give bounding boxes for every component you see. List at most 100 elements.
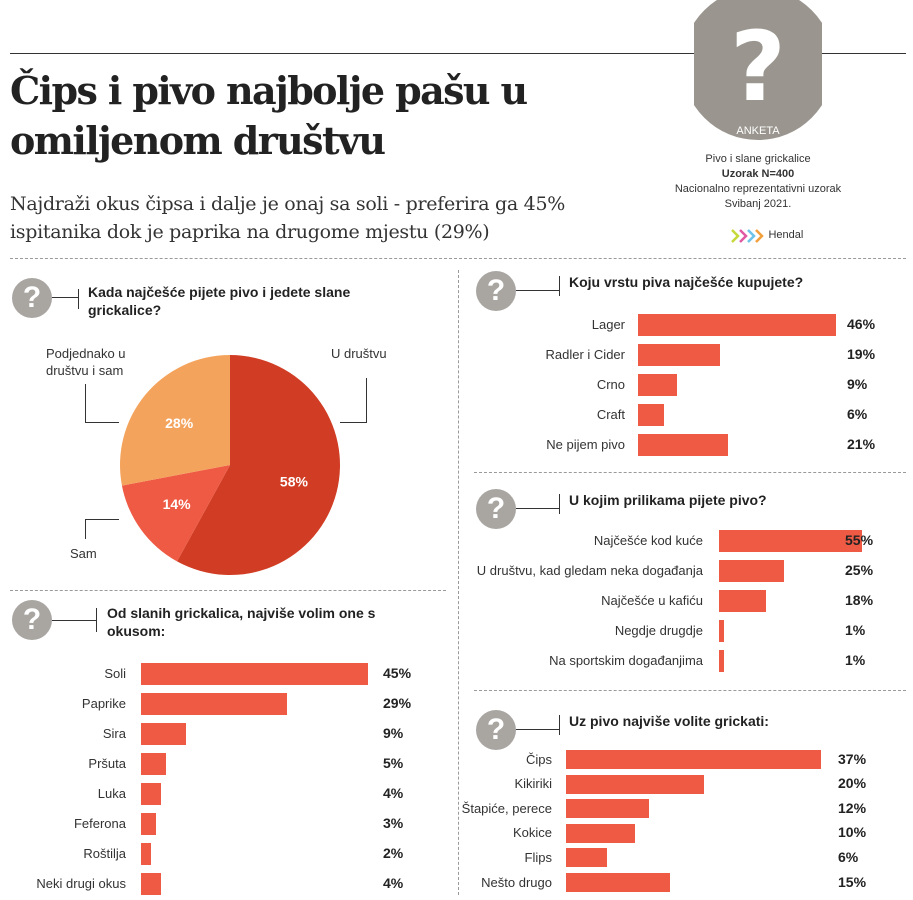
survey-design: Nacionalno reprezentativni uzorak: [674, 183, 842, 195]
leader-line: [85, 519, 86, 539]
pie-slice: [121, 465, 230, 562]
question-connector: [516, 508, 559, 509]
bar: [638, 374, 677, 396]
divider-left: [10, 590, 446, 591]
pie-value-label: 58%: [280, 473, 309, 489]
leader-line: [340, 422, 367, 423]
leader-line: [85, 384, 86, 422]
pie-label-sam: Sam: [70, 546, 97, 561]
leader-line: [85, 519, 119, 520]
bar-value-label: 18%: [845, 592, 874, 608]
bar: [566, 774, 704, 794]
bar-value-label: 46%: [847, 316, 876, 332]
survey-badge: ? ANKETA: [694, 0, 822, 140]
bar: [566, 823, 635, 843]
bar-label: Na sportskim događanjima: [549, 653, 703, 668]
survey-badge-label: ANKETA: [736, 125, 780, 137]
bar: [719, 620, 724, 642]
leader-line: [85, 422, 119, 423]
divider-right-2: [474, 690, 906, 691]
question-connector: [96, 608, 97, 632]
bar-label: Štapiće, perece: [461, 800, 552, 816]
bar-value-label: 4%: [383, 875, 404, 891]
pie-slice: [177, 355, 340, 575]
bar-label: Ne pijem pivo: [546, 437, 625, 452]
question-icon: ?: [476, 271, 516, 311]
survey-badge-circle: [694, 0, 822, 140]
page-title: Čips i pivo najbolje pašu u omiljenom dr…: [10, 68, 528, 163]
bar-value-label: 5%: [383, 755, 404, 771]
hendal-logo-text: Hendal: [768, 229, 804, 241]
bar-value-label: 29%: [383, 695, 412, 711]
bar-label: Feferona: [73, 816, 126, 831]
bar: [638, 434, 729, 456]
bar-value-label: 3%: [383, 815, 404, 831]
question-title-q2: Koju vrstu piva najčešće kupujete?: [569, 274, 804, 290]
bar-value-label: 19%: [847, 346, 876, 362]
question-icon: ?: [12, 600, 52, 640]
survey-info: Pivo i slane grickalice Uzorak N=400 Nac…: [650, 152, 866, 212]
bar-value-label: 37%: [838, 750, 867, 767]
bar-value-label: 9%: [847, 376, 868, 392]
bar: [141, 843, 152, 865]
bar: [141, 723, 187, 745]
survey-date: Svibanj 2021.: [724, 198, 792, 210]
question-connector: [559, 276, 560, 296]
bar-value-label: 55%: [845, 532, 874, 548]
question-connector: [559, 494, 560, 514]
bar-value-label: 21%: [847, 436, 876, 452]
divider-right-1: [474, 472, 906, 473]
question-icon: ?: [476, 489, 516, 529]
bar-value-label: 6%: [838, 848, 859, 865]
page-subtitle: Najdraži okus čipsa i dalje je onaj sa s…: [10, 193, 565, 243]
question-icon: ?: [476, 710, 516, 750]
bar-label: Soli: [104, 666, 126, 681]
bar-value-label: 45%: [383, 665, 412, 681]
bar-value-label: 15%: [838, 873, 867, 890]
question-connector: [78, 289, 79, 309]
bar-label: Negdje drugdje: [614, 623, 703, 638]
bar: [719, 530, 862, 552]
bar-label: Nešto drugo: [481, 874, 552, 890]
question-connector: [559, 715, 560, 735]
question-title-q5: Uz pivo najviše volite grickati:: [569, 713, 769, 729]
bar-label: Crno: [596, 377, 625, 392]
bar-label: Najčešće kod kuće: [593, 533, 703, 548]
pie-slice: [120, 355, 230, 486]
bar-value-label: 10%: [838, 824, 867, 841]
bar: [566, 799, 649, 819]
bar-value-label: 20%: [838, 775, 867, 792]
top-rule: [10, 53, 906, 54]
bar: [638, 404, 664, 426]
leader-line: [366, 378, 367, 422]
bar-label: Čips: [525, 751, 552, 767]
pie-chart: 58% 14% 28%: [120, 355, 340, 575]
bar-label: Sira: [102, 726, 126, 741]
bar-label: Lager: [591, 317, 625, 332]
bar: [638, 344, 720, 366]
question-icon: ?: [12, 278, 52, 318]
pie-value-label: 28%: [165, 415, 194, 431]
bar: [141, 693, 288, 715]
bar-value-label: 4%: [383, 785, 404, 801]
bar-label: Kokice: [512, 825, 552, 841]
question-title-q3: U kojim prilikama pijete pivo?: [569, 492, 767, 508]
bar: [141, 873, 162, 895]
question-connector: [52, 620, 96, 621]
question-title-q4: Od slanih grickalica, najviše volim one …: [107, 605, 376, 639]
divider-vertical: [458, 270, 459, 895]
bar-value-label: 12%: [838, 799, 867, 816]
bar-label: Pršuta: [88, 756, 126, 771]
bar: [638, 314, 836, 336]
bar-label: Roštilja: [83, 846, 126, 861]
bar: [141, 663, 369, 685]
divider-top: [10, 258, 906, 259]
bar-label: Neki drugi okus: [36, 876, 126, 891]
bar-value-label: 1%: [845, 652, 866, 668]
bar-label: Flips: [524, 849, 552, 865]
bar: [719, 650, 724, 672]
hendal-logo: Hendal: [730, 226, 803, 244]
bar-value-label: 2%: [383, 845, 404, 861]
bar-label: Paprike: [81, 696, 126, 711]
bar: [566, 848, 608, 868]
